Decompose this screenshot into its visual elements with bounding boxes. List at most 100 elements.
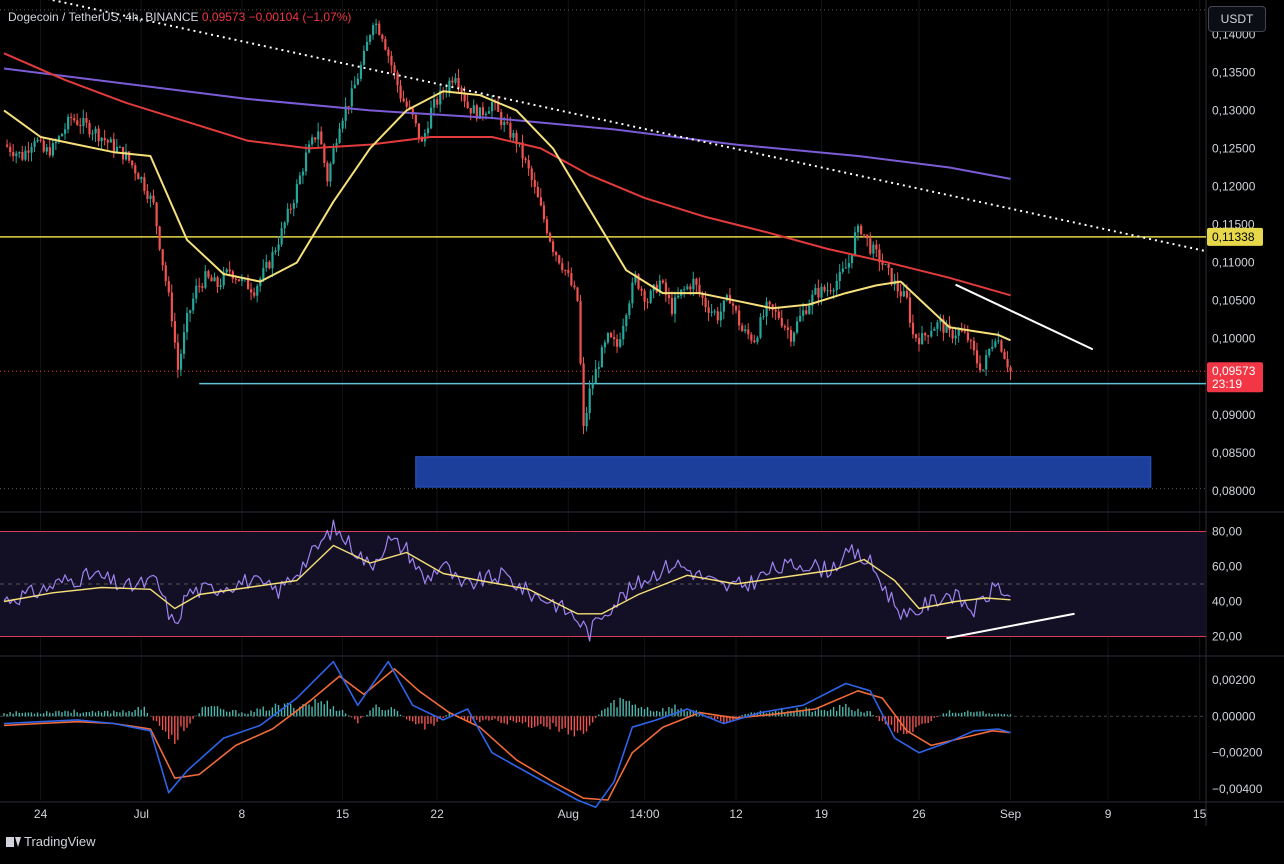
price-tick-label: 0,12000 — [1212, 179, 1256, 193]
demand-zone-layer — [415, 456, 1152, 488]
candle-body — [347, 106, 350, 108]
candle-body — [317, 131, 320, 140]
rsi-tick-label: 60,00 — [1212, 560, 1242, 574]
candle-body — [853, 232, 857, 256]
candle-body — [957, 329, 960, 336]
candle-body — [735, 305, 738, 311]
candle-body — [411, 108, 414, 115]
price-tick-label: 0,10000 — [1212, 332, 1256, 346]
candle-body — [884, 264, 887, 266]
candle-body — [311, 137, 314, 145]
candle-body — [1000, 340, 1003, 352]
candle-body — [658, 280, 661, 293]
candle-body — [353, 84, 356, 89]
candle-body — [713, 311, 716, 313]
candle-body — [237, 279, 241, 282]
candle-body — [603, 342, 607, 348]
candle-body — [286, 208, 289, 223]
candle-body — [292, 203, 295, 209]
candle-body — [539, 197, 542, 206]
price-tick-label: 0,13000 — [1212, 103, 1256, 117]
macd-signal-line — [3, 668, 1011, 801]
candle-body — [805, 310, 808, 314]
candle-body — [64, 129, 67, 134]
time-axis[interactable]: 24 Jul 8 15 22 Aug 14:00 12 19 26 Sep 9 15 — [34, 807, 1207, 821]
candle-body — [128, 151, 131, 161]
candle-body — [219, 285, 222, 287]
trendlines[interactable] — [0, 0, 1207, 351]
candle-body — [94, 128, 97, 134]
candle-body — [786, 327, 790, 330]
candle-body — [189, 310, 192, 313]
candle-body — [469, 107, 472, 114]
candle-body — [170, 292, 173, 322]
price-axis[interactable]: 0,140000,135000,130000,125000,120000,115… — [1207, 27, 1263, 796]
candle-body — [850, 255, 854, 264]
candle-body — [167, 281, 170, 293]
candle-body — [198, 285, 201, 287]
candle-body — [390, 55, 393, 66]
candle-body — [323, 144, 326, 163]
candle-body — [265, 261, 268, 268]
candle-body — [960, 329, 963, 332]
candle-body — [420, 138, 424, 142]
candle-body — [372, 25, 375, 36]
candle-body — [594, 368, 597, 384]
candle-body — [997, 340, 1000, 342]
candle-body — [826, 290, 829, 292]
candle-body — [811, 294, 814, 306]
candle-body — [30, 146, 33, 153]
candle-body — [741, 325, 744, 332]
candle-body — [448, 80, 451, 92]
symbol-label[interactable]: Dogecoin / TetherUS, 4h, BINANCE — [8, 10, 199, 24]
candle-body — [670, 298, 674, 314]
candle-body — [759, 317, 762, 338]
candle-body — [439, 90, 442, 105]
candle-body — [799, 315, 802, 322]
candle-body — [555, 251, 558, 256]
candle-body — [91, 133, 94, 135]
candle-body — [301, 171, 305, 176]
candle-body — [399, 85, 402, 99]
candle-body — [414, 114, 417, 124]
candle-body — [796, 321, 799, 333]
candle-body — [646, 301, 649, 303]
rsi-line — [3, 519, 1011, 642]
candle-body — [484, 113, 488, 116]
candle-body — [686, 286, 689, 290]
rsi-pane — [0, 519, 1206, 642]
candle-body — [609, 332, 613, 338]
candle-body — [628, 303, 631, 316]
candle-body — [268, 261, 271, 269]
candle-body — [256, 286, 259, 296]
candle-body — [210, 277, 213, 282]
candle-body — [704, 297, 707, 308]
candle-body — [143, 177, 146, 191]
candle-body — [619, 339, 622, 347]
candle-body — [1003, 351, 1006, 359]
candle-body — [161, 249, 164, 266]
candle-body — [564, 270, 567, 272]
candle-body — [67, 116, 70, 130]
candle-body — [866, 234, 869, 239]
currency-button[interactable]: USDT — [1208, 6, 1266, 32]
candle-body — [115, 146, 119, 152]
candle-body — [503, 122, 506, 125]
candle-body — [924, 333, 927, 336]
candle-body — [475, 105, 478, 119]
rsi-tick-label: 20,00 — [1212, 630, 1242, 644]
candle-body — [100, 137, 103, 142]
price-change: −0,00104 (−1,07%) — [248, 10, 352, 24]
candle-body — [548, 233, 552, 242]
candle-body — [832, 290, 835, 292]
candle-body — [201, 286, 204, 288]
candle-body — [1009, 367, 1012, 372]
candle-body — [109, 139, 112, 143]
candle-body — [506, 122, 509, 124]
candle-body — [48, 147, 51, 156]
candle-body — [570, 273, 573, 286]
tradingview-logo[interactable]: TradingView — [6, 834, 96, 849]
candle-body — [27, 150, 30, 153]
candle-body — [887, 264, 890, 269]
